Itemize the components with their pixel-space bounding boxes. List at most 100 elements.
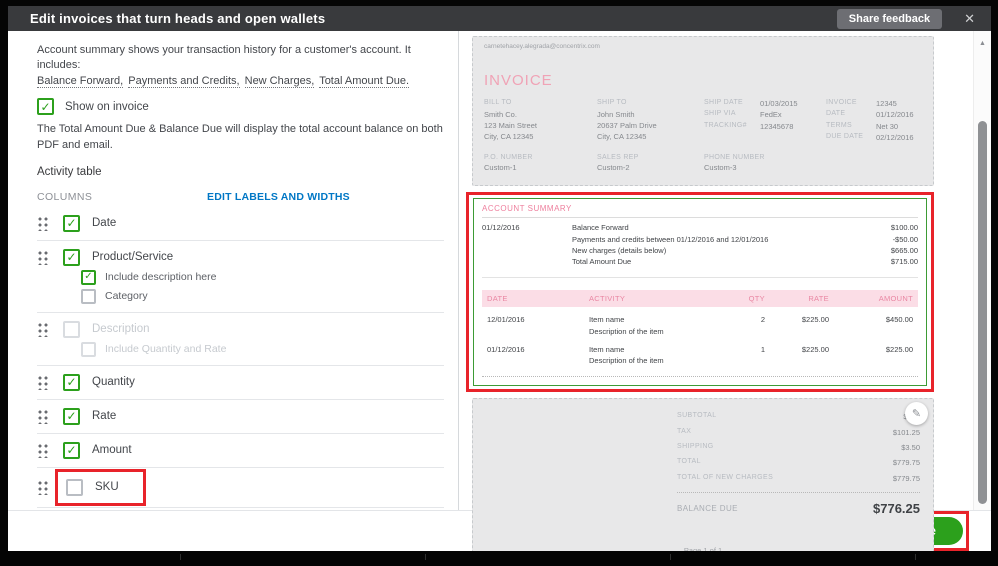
amount-checkbox[interactable] (63, 441, 80, 459)
field-value: 12345678 (760, 121, 794, 131)
rate-checkbox[interactable] (63, 407, 80, 425)
drag-handle-icon[interactable] (37, 215, 48, 232)
drag-handle-icon[interactable] (37, 479, 48, 496)
include-description-checkbox[interactable] (81, 269, 96, 285)
vertical-scrollbar[interactable]: ▲ (973, 31, 991, 510)
th-rate: RATE (808, 294, 829, 304)
summary-descriptions: Balance Forward Payments and credits bet… (572, 222, 848, 267)
bill-to-block: BILL TO Smith Co. 123 Main Street City, … (484, 98, 597, 143)
quantity-checkbox[interactable] (63, 373, 80, 391)
sub-row-label: Category (105, 290, 148, 303)
ship-to-label: SHIP TO (597, 99, 627, 106)
dialog-title: Edit invoices that turn heads and open w… (30, 11, 326, 26)
drag-handle-icon[interactable] (37, 442, 48, 459)
sub-row-include-quantity-rate: Include Quantity and Rate (81, 341, 444, 357)
total-line-total: TOTAL $779.75 (677, 455, 920, 470)
columns-header: COLUMNS (37, 190, 93, 203)
column-row-label: Date (92, 217, 117, 230)
term-balance-forward: Balance Forward, (37, 74, 124, 88)
activity-table-row: 01/12/2016 Item name Description of the … (482, 337, 918, 367)
total-amount-due-note: The Total Amount Due & Balance Due will … (37, 123, 443, 151)
total-line-new-charges: TOTAL OF NEW CHARGES $779.75 (677, 471, 920, 486)
balance-due-row: BALANCE DUE $776.25 (677, 501, 920, 516)
summary-amounts: $100.00 -$50.00 $665.00 $715.00 (848, 222, 918, 267)
taskbar-strip (0, 551, 998, 566)
field-label: TERMS (826, 121, 852, 129)
column-row-label: SKU (95, 481, 119, 494)
field-label: DUE DATE (826, 132, 864, 140)
activity-table-label: Activity table (37, 165, 102, 178)
total-line-tax: TAX $101.25 (677, 425, 920, 440)
field-label: TRACKING# (704, 121, 747, 129)
edit-pencil-icon[interactable]: ✎ (905, 402, 928, 426)
total-value: $3.50 (901, 443, 920, 453)
column-row-date: Date (37, 207, 444, 241)
header-actions: Share feedback ✕ (836, 8, 981, 29)
totals-block: SUBTOTAL $675 ✎ TAX $101.25 SHIPPING $3.… (677, 402, 928, 516)
total-line-shipping: SHIPPING $3.50 (677, 440, 920, 455)
field-value: Custom-2 (597, 162, 630, 172)
scrollbar-thumb[interactable] (978, 121, 987, 504)
account-summary-annotation-box: ACCOUNT SUMMARY 01/12/2016 Balance Forwa… (466, 192, 934, 393)
account-summary-terms: Balance Forward, Payments and Credits, N… (37, 74, 444, 89)
account-summary-title: ACCOUNT SUMMARY (482, 202, 918, 219)
invoice-header-section[interactable]: carnetehacey.alegrada@concentrix.com INV… (472, 36, 934, 187)
page-indicator: Page 1 of 1 (486, 546, 920, 555)
show-on-invoice-label: Show on invoice (65, 100, 149, 113)
field-label: SHIP DATE (704, 99, 744, 106)
total-value: $101.25 (892, 427, 920, 437)
drag-handle-icon[interactable] (37, 408, 48, 425)
share-feedback-button[interactable]: Share feedback (836, 8, 943, 29)
show-on-invoice-checkbox[interactable] (37, 98, 54, 116)
drag-handle-icon[interactable] (37, 374, 48, 391)
sku-checkbox[interactable] (66, 478, 83, 496)
dialog-body: Account summary shows your transaction h… (8, 31, 991, 565)
field-value: 02/12/2016 (876, 132, 914, 142)
description-checkbox[interactable] (63, 320, 80, 338)
invoice-title: INVOICE (484, 72, 553, 89)
total-value: $779.75 (892, 458, 920, 468)
total-value: $779.75 (892, 473, 920, 483)
field-label: PHONE NUMBER (704, 154, 765, 161)
product-service-checkbox[interactable] (63, 248, 80, 266)
summary-amount: $715.00 (890, 257, 918, 267)
field-value: Custom-3 (704, 162, 737, 172)
field-value: Custom-1 (484, 162, 517, 172)
summary-amount: $665.00 (890, 245, 918, 255)
cell-rate: $225.00 (801, 344, 829, 354)
ship-to-block: SHIP TO John Smith 20637 Palm Drive City… (597, 98, 704, 143)
total-label: SHIPPING (677, 443, 714, 451)
column-row-label: Product/Service (92, 251, 174, 264)
include-quantity-rate-checkbox[interactable] (81, 341, 96, 357)
th-amount: AMOUNT (878, 294, 913, 304)
summary-divider (482, 277, 918, 279)
edit-labels-widths-link[interactable]: EDIT LABELS AND WIDTHS (207, 190, 350, 203)
cell-amount: $225.00 (885, 344, 913, 354)
category-checkbox[interactable] (81, 288, 96, 304)
invoice-totals-section[interactable]: SUBTOTAL $675 ✎ TAX $101.25 SHIPPING $3.… (472, 398, 934, 565)
settings-panel: Account summary shows your transaction h… (8, 31, 458, 510)
ship-to-line: City, CA 12345 (597, 132, 647, 141)
drag-handle-icon[interactable] (37, 249, 48, 266)
account-summary-section[interactable]: ACCOUNT SUMMARY 01/12/2016 Balance Forwa… (473, 198, 927, 387)
account-summary-row: 01/12/2016 Balance Forward Payments and … (482, 222, 918, 267)
cell-qty: 1 (760, 344, 765, 354)
summary-line: Balance Forward (572, 223, 629, 233)
column-row-rate: Rate (37, 400, 444, 434)
field-label: SHIP VIA (704, 110, 736, 118)
field-label: SALES REP (597, 154, 639, 161)
close-icon[interactable]: ✕ (964, 10, 975, 26)
column-row-product-service: Product/Service Include description here… (37, 241, 444, 313)
column-row-label: Quantity (92, 376, 135, 389)
drag-handle-icon[interactable] (37, 321, 48, 338)
total-label: TAX (677, 427, 692, 435)
item-name: Item name (589, 344, 625, 354)
item-description: Description of the item (589, 326, 664, 336)
total-line-subtotal: SUBTOTAL $675 ✎ (677, 402, 928, 426)
scroll-up-arrow-icon[interactable]: ▲ (979, 40, 986, 47)
balance-due-value: $776.25 (873, 501, 920, 517)
term-total-amount-due: Total Amount Due. (319, 74, 410, 88)
date-checkbox[interactable] (63, 214, 80, 232)
cell-amount: $450.00 (885, 315, 913, 325)
